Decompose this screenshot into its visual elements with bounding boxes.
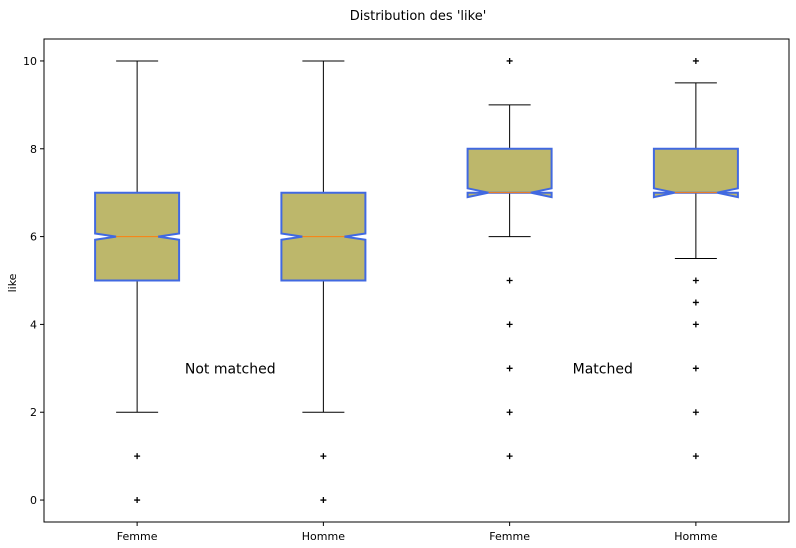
y-tick-label: 8 — [30, 143, 37, 156]
flier-point — [692, 453, 699, 460]
y-tick-label: 10 — [23, 55, 37, 68]
flier-point — [320, 497, 327, 504]
x-tick-label: Femme — [117, 530, 158, 543]
group-annotation: Not matched — [185, 361, 276, 377]
flier-point — [692, 365, 699, 372]
y-tick-label: 4 — [30, 318, 37, 331]
y-tick-label: 2 — [30, 406, 37, 419]
flier-point — [320, 453, 327, 460]
box-body — [466, 147, 553, 199]
group-annotation: Matched — [573, 361, 633, 377]
flier-point — [506, 57, 513, 64]
flier-point — [506, 365, 513, 372]
x-tick-label: Femme — [489, 530, 530, 543]
x-tick-label: Homme — [674, 530, 717, 543]
flier-point — [692, 409, 699, 416]
flier-point — [506, 453, 513, 460]
y-tick-label: 6 — [30, 231, 37, 244]
flier-point — [692, 299, 699, 306]
flier-point — [134, 497, 141, 504]
plot-area-frame — [43, 38, 790, 523]
y-tick-label: 0 — [30, 494, 37, 507]
flier-point — [692, 321, 699, 328]
flier-point — [506, 277, 513, 284]
y-axis-label: like — [6, 273, 19, 292]
flier-point — [692, 277, 699, 284]
flier-point — [692, 57, 699, 64]
flier-point — [506, 321, 513, 328]
x-tick-label: Homme — [302, 530, 345, 543]
box-body — [652, 147, 739, 199]
flier-point — [506, 409, 513, 416]
flier-point — [134, 453, 141, 460]
chart-title: Distribution des 'like' — [350, 9, 487, 24]
